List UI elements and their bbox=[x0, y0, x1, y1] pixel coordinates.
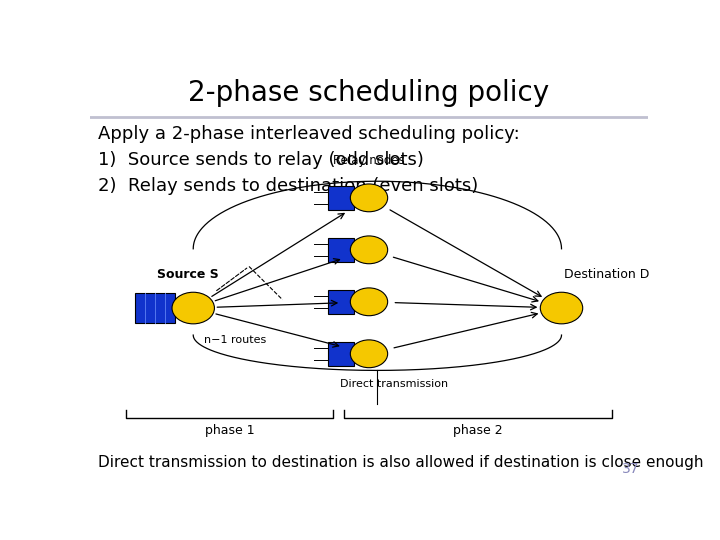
Circle shape bbox=[540, 292, 582, 324]
Bar bbox=[328, 342, 354, 366]
Text: 2-phase scheduling policy: 2-phase scheduling policy bbox=[189, 79, 549, 107]
Bar bbox=[328, 238, 354, 262]
Circle shape bbox=[172, 292, 215, 324]
Circle shape bbox=[351, 288, 387, 316]
Circle shape bbox=[351, 340, 387, 368]
Circle shape bbox=[351, 236, 387, 264]
Text: Apply a 2-phase interleaved scheduling policy:: Apply a 2-phase interleaved scheduling p… bbox=[99, 125, 520, 143]
Bar bbox=[328, 186, 354, 210]
Bar bbox=[135, 293, 175, 323]
Text: 2)  Relay sends to destination (even slots): 2) Relay sends to destination (even slot… bbox=[99, 177, 479, 194]
Text: phase 1: phase 1 bbox=[204, 424, 254, 437]
Text: n−1 routes: n−1 routes bbox=[204, 335, 266, 345]
Text: 1)  Source sends to relay (odd slots): 1) Source sends to relay (odd slots) bbox=[99, 151, 424, 169]
Text: Direct transmission to destination is also allowed if destination is close enoug: Direct transmission to destination is al… bbox=[99, 455, 704, 470]
Text: Source S: Source S bbox=[157, 268, 219, 281]
Bar bbox=[328, 290, 354, 314]
Text: 37: 37 bbox=[622, 462, 639, 476]
Text: Direct transmission: Direct transmission bbox=[340, 379, 448, 389]
Text: Destination D: Destination D bbox=[564, 268, 649, 281]
Text: Relay nodes: Relay nodes bbox=[333, 154, 405, 167]
Text: phase 2: phase 2 bbox=[453, 424, 503, 437]
Circle shape bbox=[351, 184, 387, 212]
